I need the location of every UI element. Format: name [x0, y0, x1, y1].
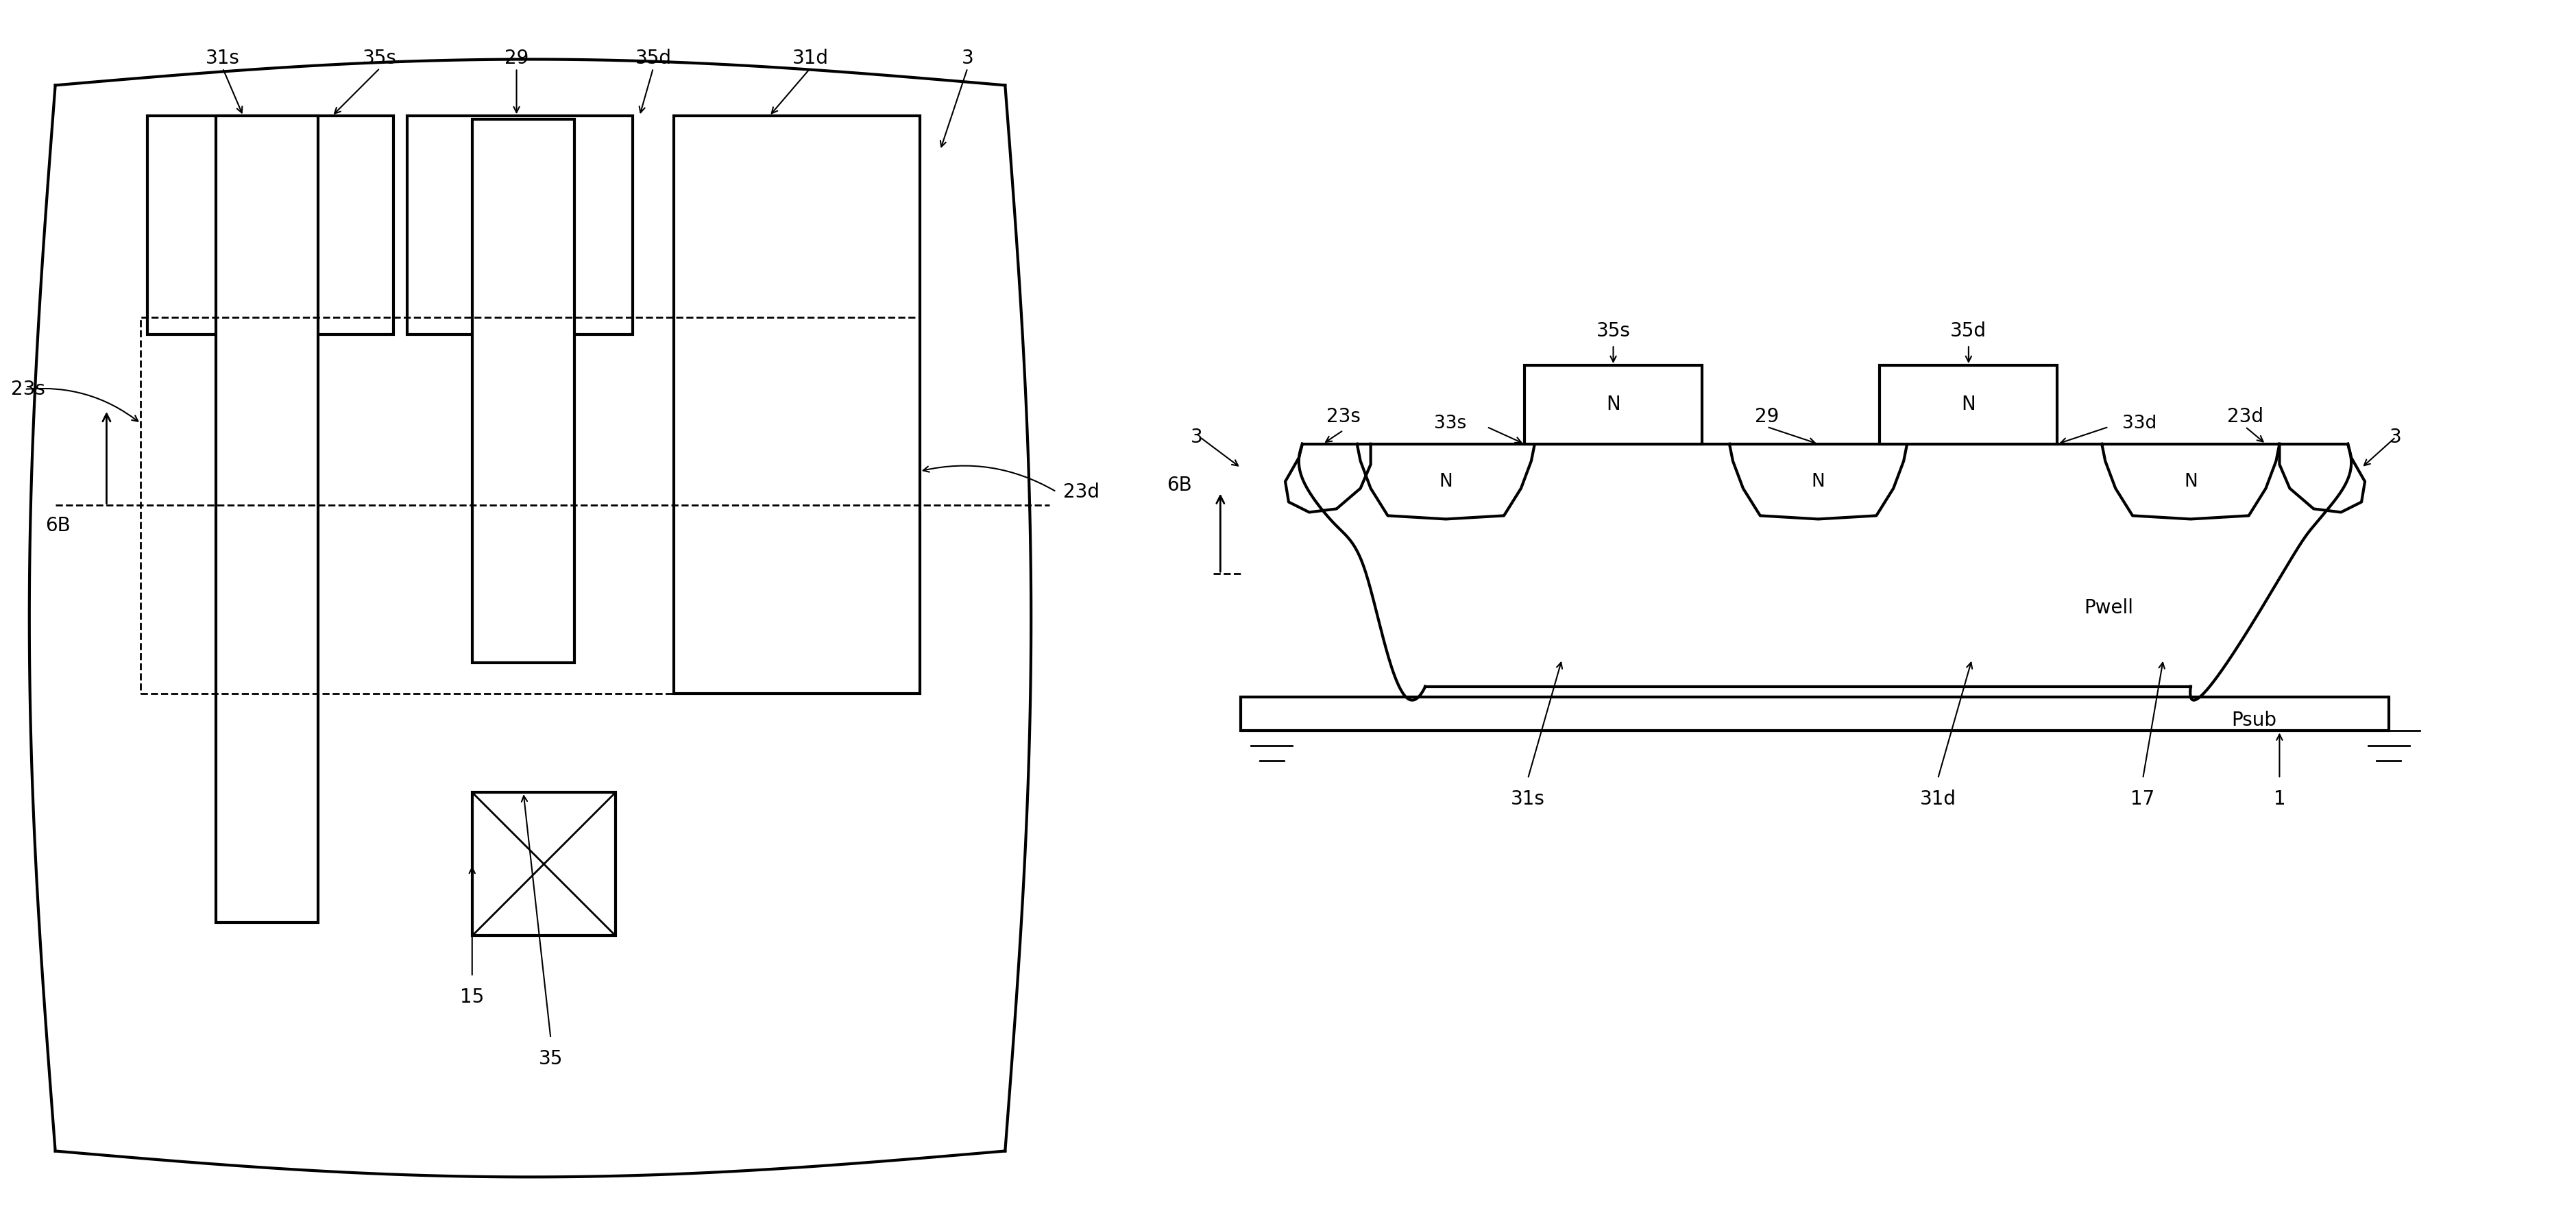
Text: 35: 35 — [538, 1049, 562, 1068]
Text: 31s: 31s — [206, 48, 240, 68]
Text: 6B: 6B — [1167, 476, 1193, 494]
Text: N: N — [1811, 472, 1824, 490]
Text: 35s: 35s — [363, 48, 397, 68]
Bar — [471, 792, 616, 936]
Bar — [471, 120, 574, 662]
Text: 35d: 35d — [1950, 322, 1986, 340]
Text: 35d: 35d — [636, 48, 672, 68]
Text: 15: 15 — [461, 988, 484, 1006]
Text: 33s: 33s — [1435, 414, 1466, 432]
Bar — [216, 116, 319, 922]
Text: 29: 29 — [1754, 407, 1780, 426]
Text: 23d: 23d — [2228, 407, 2264, 426]
Bar — [147, 116, 394, 334]
Text: N: N — [2184, 472, 2197, 490]
Text: Pwell: Pwell — [2084, 598, 2133, 618]
Text: N: N — [1960, 395, 1976, 414]
Bar — [1525, 366, 1703, 444]
Text: 6B: 6B — [44, 516, 70, 535]
Text: 3: 3 — [1190, 427, 1203, 447]
Bar — [1242, 696, 2388, 731]
Bar — [1880, 366, 2058, 444]
Text: 31d: 31d — [1919, 790, 1955, 809]
Bar — [142, 317, 920, 693]
Text: 1: 1 — [2275, 790, 2285, 809]
Text: 3: 3 — [961, 48, 974, 68]
Text: 23d: 23d — [1064, 482, 1100, 501]
Text: Psub: Psub — [2231, 711, 2277, 730]
Text: 17: 17 — [2130, 790, 2156, 809]
Text: 31s: 31s — [1510, 790, 1546, 809]
Bar — [675, 116, 920, 693]
Text: 31d: 31d — [793, 48, 829, 68]
Text: N: N — [1440, 472, 1453, 490]
Text: 35s: 35s — [1597, 322, 1631, 340]
Text: 23s: 23s — [10, 380, 44, 398]
Bar — [407, 116, 634, 334]
Text: 3: 3 — [2391, 427, 2401, 447]
Text: 23s: 23s — [1327, 407, 1360, 426]
Text: 29: 29 — [505, 48, 528, 68]
Text: 33d: 33d — [2123, 414, 2156, 432]
Text: N: N — [1607, 395, 1620, 414]
